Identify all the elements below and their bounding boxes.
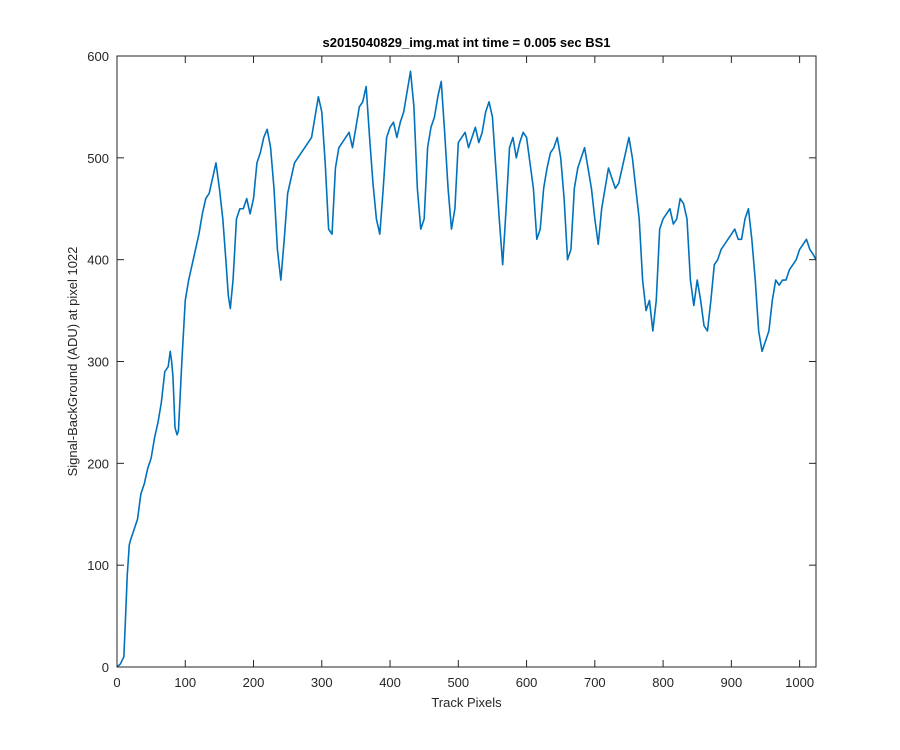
x-tick-label-700: 700 — [584, 675, 606, 690]
series-group — [116, 70, 817, 668]
y-tick-label-100: 100 — [87, 558, 109, 573]
y-tick-label-0: 0 — [102, 660, 109, 675]
x-tick-label-100: 100 — [174, 675, 196, 690]
x-axis-label: Track Pixels — [431, 695, 502, 710]
y-tick-label-300: 300 — [87, 355, 109, 370]
y-tick-label-600: 600 — [87, 49, 109, 64]
x-axis-ticks: 0 100 200 300 400 500 600 700 800 900 1000 — [113, 56, 814, 690]
x-tick-label-0: 0 — [113, 675, 120, 690]
y-tick-label-200: 200 — [87, 456, 109, 471]
series-line-0 — [116, 70, 817, 668]
y-axis-ticks: 0 100 200 300 400 500 600 — [87, 49, 816, 675]
y-axis-label: Signal-BackGround (ADU) at pixel 1022 — [65, 247, 80, 477]
x-tick-label-400: 400 — [379, 675, 401, 690]
x-tick-label-300: 300 — [311, 675, 333, 690]
x-tick-label-600: 600 — [516, 675, 538, 690]
x-tick-label-800: 800 — [652, 675, 674, 690]
x-tick-label-500: 500 — [447, 675, 469, 690]
chart-title: s2015040829_img.mat int time = 0.005 sec… — [323, 35, 611, 50]
plot-area-background — [117, 56, 816, 667]
y-tick-label-400: 400 — [87, 253, 109, 268]
x-tick-label-200: 200 — [243, 675, 265, 690]
x-tick-label-900: 900 — [721, 675, 743, 690]
x-tick-label-1000: 1000 — [785, 675, 814, 690]
y-tick-label-500: 500 — [87, 151, 109, 166]
